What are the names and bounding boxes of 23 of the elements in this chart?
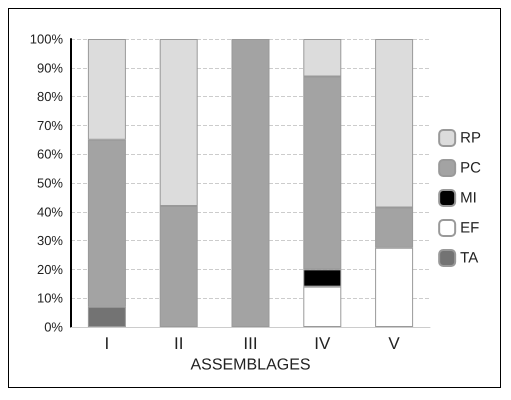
legend-label: EF <box>460 220 480 236</box>
legend-label: TA <box>460 250 478 266</box>
y-tick-label: 90% <box>36 60 64 76</box>
y-tick-label: 60% <box>36 146 64 162</box>
legend-label: RP <box>460 130 482 146</box>
x-tick-label: I <box>104 334 110 353</box>
y-tick-label: 70% <box>36 118 64 133</box>
y-tick-label: 20% <box>36 262 64 277</box>
x-tick-label: IV <box>314 334 331 353</box>
x-tick-label: V <box>388 334 400 353</box>
y-tick-label: 50% <box>36 176 64 190</box>
x-axis-title: ASSEMBLAGES <box>190 356 311 374</box>
y-tick-label: 100% <box>30 32 64 46</box>
x-tick-label: III <box>243 334 258 353</box>
y-tick-label: 30% <box>36 233 64 248</box>
x-tick-label: II <box>174 334 184 353</box>
y-tick-label: 40% <box>36 204 64 220</box>
y-tick-label: 10% <box>36 290 64 306</box>
legend-label: PC <box>460 160 482 176</box>
bar <box>232 39 270 327</box>
y-tick-label: 0% <box>44 320 64 334</box>
y-tick-label: 80% <box>36 89 64 104</box>
legend-label: MI <box>460 190 477 206</box>
